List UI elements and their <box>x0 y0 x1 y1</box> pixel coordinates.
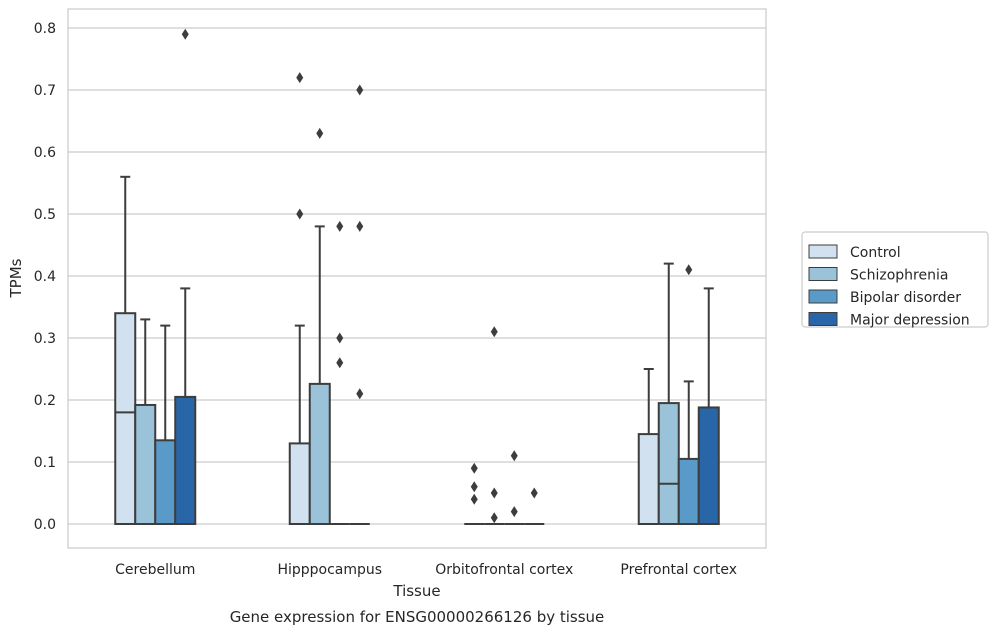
box-body <box>134 403 157 525</box>
y-tick-label: 0.5 <box>34 207 56 223</box>
x-axis-ticks: Cerebellum Hipppocampus Orbitofrontal cort… <box>115 562 737 578</box>
legend-swatch <box>808 289 838 304</box>
box-schizophrenia <box>308 225 331 525</box>
outlier-point <box>356 388 364 400</box>
y-tick-label: 0.6 <box>34 145 56 161</box>
legend-frame <box>801 231 989 328</box>
outlier-point <box>490 512 498 524</box>
y-tick-label: 0.8 <box>34 21 56 37</box>
box-body <box>697 406 720 525</box>
outlier-point <box>510 506 518 518</box>
legend-swatch <box>808 267 838 281</box>
legend-label: Schizophrenia <box>850 268 948 284</box>
box-body <box>154 439 177 525</box>
outlier-point <box>470 493 478 505</box>
box-body <box>677 457 700 525</box>
outlier-points <box>181 28 693 524</box>
x-tick-label: Prefrontal cortex <box>620 562 737 578</box>
outlier-point <box>356 84 364 96</box>
y-tick-label: 0.4 <box>34 269 56 285</box>
x-axis-label: Tissue <box>392 582 440 600</box>
x-tick-label: Hipppocampus <box>277 562 382 578</box>
outlier-point <box>336 357 344 369</box>
x-tick-label: Orbitofrontal cortex <box>435 562 573 578</box>
legend-swatch <box>808 244 838 259</box>
outlier-point <box>685 264 693 276</box>
outlier-point <box>490 487 498 499</box>
outlier-point <box>336 332 344 344</box>
chart-caption: Gene expression for ENSG00000266126 by t… <box>230 608 605 626</box>
x-tick-label: Cerebellum <box>115 562 195 578</box>
y-tick-label: 0.0 <box>34 517 56 533</box>
y-axis-ticks: 0.0 0.1 0.2 0.3 0.4 0.5 0.6 0.7 0.8 <box>34 21 56 533</box>
y-tick-label: 0.1 <box>34 455 56 471</box>
legend-label: Control <box>850 245 901 261</box>
outlier-point <box>336 220 344 232</box>
y-axis-label: TPMs <box>7 258 25 298</box>
box-body <box>288 442 311 525</box>
y-tick-label: 0.2 <box>34 393 56 409</box>
outlier-point <box>530 487 538 499</box>
box-body <box>637 433 660 526</box>
legend-label: Major depression <box>850 313 970 329</box>
outlier-point <box>470 462 478 474</box>
legend-swatch <box>808 312 838 326</box>
outlier-point <box>470 481 478 493</box>
outlier-point <box>356 220 364 232</box>
outlier-point <box>181 28 189 40</box>
box-schizophrenia <box>134 318 157 525</box>
legend: Control Schizophrenia Bipolar disorder Majo… <box>801 231 989 329</box>
box-bipolar-disorder <box>154 324 177 525</box>
outlier-point <box>510 450 518 462</box>
box-body <box>174 395 197 525</box>
box-control <box>114 175 137 526</box>
box-body <box>308 382 331 525</box>
y-tick-label: 0.3 <box>34 331 56 347</box>
outlier-point <box>316 127 324 139</box>
outlier-point <box>296 72 304 84</box>
box-body <box>657 402 680 526</box>
box-major-depression <box>697 287 720 525</box>
plot-frame <box>67 8 767 549</box>
outlier-point <box>296 208 304 220</box>
legend-label: Bipolar disorder <box>850 290 961 306</box>
y-tick-label: 0.7 <box>34 83 56 99</box>
box-groups <box>114 175 720 526</box>
outlier-point <box>490 326 498 338</box>
box-major-depression <box>174 287 197 525</box>
box-control <box>288 324 311 525</box>
box-body <box>114 312 137 526</box>
